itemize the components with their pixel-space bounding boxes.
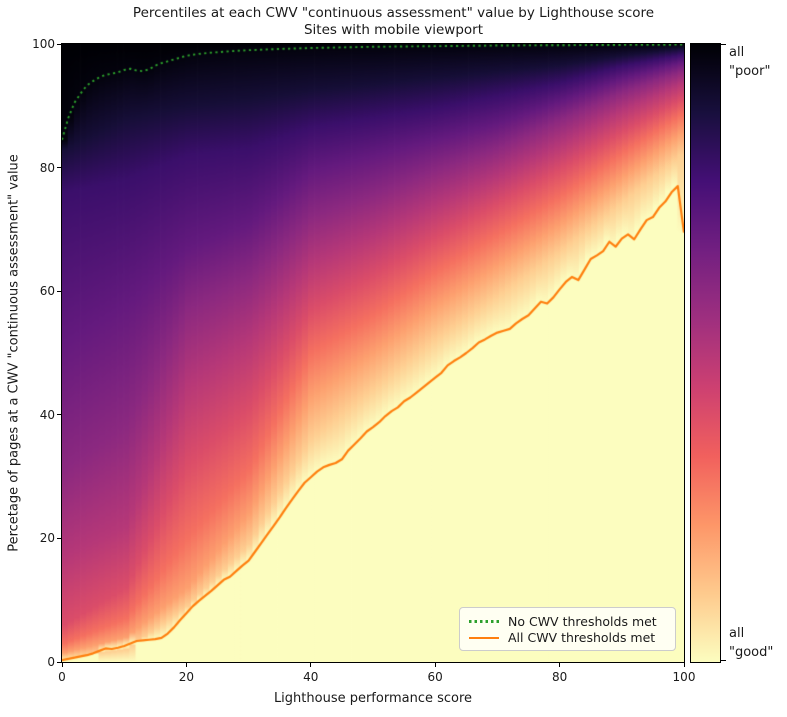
y-tick-mark	[57, 537, 61, 539]
colorbar-top-label-line2: "poor"	[729, 64, 771, 79]
plot-area: No CWV thresholds met All CWV thresholds…	[61, 43, 685, 663]
x-tick-mark	[434, 663, 436, 667]
dotted-line-sample-icon	[469, 620, 499, 623]
y-axis-label: Percetage of pages at a CWV "continuous …	[6, 154, 22, 552]
y-tick-label: 60	[39, 284, 55, 299]
chart-title: Percentiles at each CWV "continuous asse…	[132, 5, 655, 21]
x-tick-label: 60	[427, 670, 443, 684]
colorbar-tick	[721, 660, 726, 661]
y-tick-label: 20	[39, 531, 55, 546]
x-tick-label: 100	[672, 670, 696, 684]
y-tick-label: 100	[32, 37, 55, 51]
legend-label: All CWV thresholds met	[508, 630, 656, 646]
x-tick-mark	[310, 663, 312, 667]
solid-line-sample-icon	[469, 636, 499, 639]
colorbar-top-label: all "poor"	[729, 43, 770, 81]
colorbar-bottom-label: all "good"	[729, 624, 773, 662]
x-tick-label: 40	[303, 670, 319, 684]
heatmap-canvas	[62, 44, 684, 662]
legend: No CWV thresholds met All CWV thresholds…	[459, 607, 676, 651]
y-tick-label: 40	[39, 407, 55, 422]
x-tick-label: 20	[178, 670, 195, 684]
legend-item-all-cwv: All CWV thresholds met	[469, 630, 667, 647]
legend-label: No CWV thresholds met	[508, 613, 657, 629]
colorbar-tick	[721, 44, 726, 45]
y-tick-label: 80	[39, 160, 55, 175]
x-tick-mark	[559, 663, 561, 667]
colorbar-bottom-label-line1: all	[729, 626, 745, 641]
x-tick-label: 80	[551, 670, 568, 684]
x-tick-label: 0	[58, 670, 66, 684]
y-tick-mark	[57, 661, 61, 663]
colorbar	[690, 43, 721, 663]
colorbar-bottom-label-line2: "good"	[729, 645, 774, 660]
y-tick-mark	[57, 290, 61, 292]
x-tick-mark	[683, 663, 685, 667]
chart-subtitle: Sites with mobile viewport	[303, 22, 483, 38]
x-axis-label: Lighthouse performance score	[273, 691, 473, 706]
legend-item-no-cwv: No CWV thresholds met	[469, 613, 667, 630]
colorbar-top-label-line1: all	[729, 45, 745, 60]
y-tick-label: 0	[47, 655, 55, 669]
x-tick-mark	[185, 663, 187, 667]
y-tick-mark	[57, 43, 61, 45]
y-tick-mark	[57, 414, 61, 416]
y-tick-mark	[57, 167, 61, 169]
x-tick-mark	[61, 663, 63, 667]
